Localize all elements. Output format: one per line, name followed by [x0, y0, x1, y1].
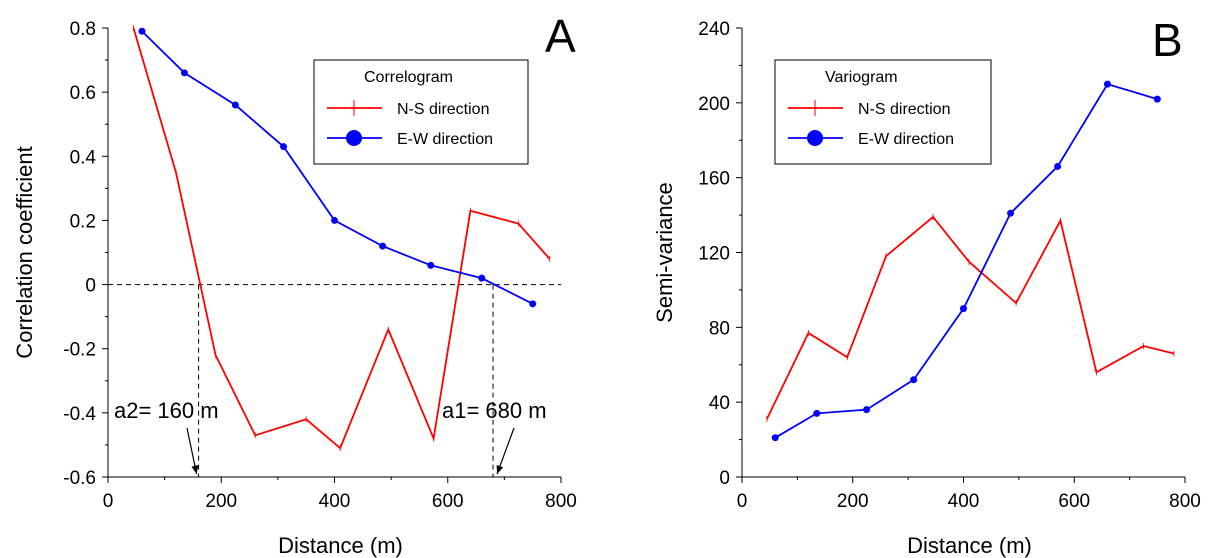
ns-series-line — [766, 215, 1175, 420]
legend-entry-label: N-S direction — [858, 101, 950, 118]
y-tick-label: 40 — [709, 393, 730, 414]
panel-letter: B — [1152, 14, 1183, 66]
legend-swatch-marker — [807, 130, 823, 146]
y-tick-label: 160 — [698, 169, 730, 190]
x-tick-label: 0 — [737, 491, 748, 512]
x-tick-label: 800 — [545, 491, 577, 512]
x-tick-label: 400 — [319, 491, 351, 512]
ew-data-point — [1054, 162, 1062, 170]
ew-data-point — [960, 305, 967, 313]
x-tick-label: 400 — [948, 491, 980, 512]
y-tick-label: 0.2 — [70, 211, 96, 232]
y-tick-label: 0.6 — [70, 83, 96, 104]
ew-data-point — [280, 143, 288, 151]
x-axis-title: Distance (m) — [907, 533, 1032, 558]
ew-data-point — [231, 101, 239, 109]
legend-title: Variogram — [825, 69, 898, 86]
y-tick-label: 120 — [698, 244, 730, 265]
correlogram-panel: -0.6 -0.4 -0.2 0 0.2 0.4 0.6 0.8 0 200 400 600 800 Di… — [12, 10, 577, 558]
x-tick-label: 0 — [103, 491, 114, 512]
x-tick-label: 800 — [1169, 491, 1201, 512]
y-tick-label: 240 — [698, 19, 730, 40]
y-tick-label: 0.4 — [70, 147, 97, 168]
y-tick-label: 0 — [719, 468, 730, 489]
panel-letter: A — [545, 10, 576, 62]
x-tick-label: 600 — [1058, 491, 1090, 512]
annotation-arrowhead — [191, 465, 199, 474]
ew-data-point — [478, 274, 486, 282]
x-tick-label: 200 — [837, 491, 869, 512]
range-annotation: a2= 160 m — [114, 398, 219, 423]
y-axis-title: Semi-variance — [652, 182, 677, 323]
y-tick-label: -0.2 — [63, 340, 96, 361]
legend-swatch-marker — [346, 130, 362, 146]
ew-data-point — [771, 434, 779, 442]
y-tick-label: 0.8 — [70, 19, 96, 40]
range-annotation: a1= 680 m — [442, 398, 547, 423]
ew-data-point — [379, 242, 387, 250]
ew-data-point — [427, 261, 435, 269]
ew-data-point — [180, 69, 188, 77]
ew-data-point — [1153, 95, 1161, 103]
ew-data-point — [910, 376, 918, 384]
legend-entry-label: E-W direction — [858, 131, 954, 148]
y-tick-label: -0.4 — [63, 404, 96, 425]
x-tick-label: 600 — [432, 491, 464, 512]
x-axis-title: Distance (m) — [278, 533, 403, 558]
legend-title: Correlogram — [364, 69, 453, 86]
x-tick-label: 200 — [205, 491, 237, 512]
ew-data-point — [529, 300, 537, 308]
ew-data-point — [331, 216, 338, 224]
ew-data-point — [813, 409, 821, 417]
y-axis-title: Correlation coefficient — [12, 146, 37, 358]
y-tick-label: 0 — [85, 276, 96, 297]
legend-box — [313, 59, 529, 165]
y-tick-label: 80 — [709, 318, 730, 339]
legend-entry-label: N-S direction — [397, 101, 489, 118]
ew-data-point — [1103, 80, 1111, 88]
ew-data-point — [863, 406, 871, 414]
ew-data-point — [138, 27, 146, 35]
variogram-panel: 0 40 80 120 160 200 240 0 200 400 600 800 Distance (… — [652, 14, 1201, 558]
legend-box — [774, 59, 992, 165]
y-tick-label: -0.6 — [63, 468, 96, 489]
annotation-arrowhead — [496, 465, 504, 474]
legend-entry-label: E-W direction — [397, 131, 493, 148]
y-tick-label: 200 — [698, 94, 730, 115]
ew-data-point — [1007, 209, 1015, 217]
